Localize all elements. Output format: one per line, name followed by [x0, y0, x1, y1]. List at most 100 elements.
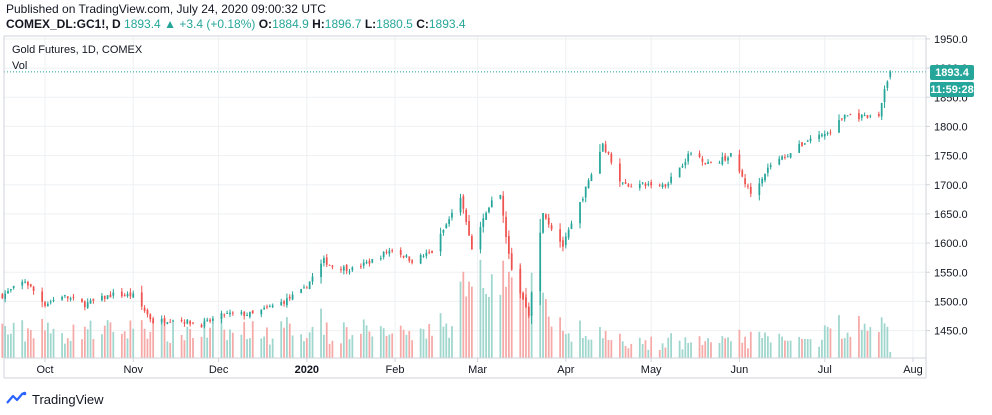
volume-bar: [192, 338, 194, 358]
volume-bar: [186, 326, 189, 358]
volume-bar: [840, 338, 843, 358]
volume-bar: [89, 320, 92, 358]
volume-bar: [584, 336, 587, 358]
volume-bar: [806, 338, 809, 358]
volume-bar: [738, 329, 741, 358]
volume-bar: [172, 322, 174, 358]
candle: [724, 152, 727, 162]
candle: [738, 149, 741, 174]
volume-bar: [132, 328, 135, 358]
volume-bar: [707, 338, 709, 358]
price-tick-label: 1750.0: [934, 151, 968, 163]
price-tag: 1893.4: [935, 67, 970, 79]
volume-bar: [704, 341, 707, 358]
candle: [331, 264, 334, 270]
volume-bar: [880, 317, 883, 358]
candle: [266, 304, 268, 310]
volume-bar: [485, 293, 487, 358]
time-tick-label: 2020: [295, 364, 319, 376]
volume-bar: [163, 319, 166, 358]
candle: [471, 234, 473, 250]
change-value: +3.4 (+0.18%): [179, 17, 256, 31]
candle: [687, 151, 690, 165]
volume-bar: [644, 340, 647, 358]
candle: [479, 221, 482, 254]
candle: [863, 112, 866, 117]
candle: [66, 296, 69, 302]
volume-bar: [744, 336, 746, 358]
volume-bar: [507, 271, 510, 358]
volume-bar: [402, 329, 405, 358]
candle: [747, 183, 749, 190]
volume-bar: [445, 323, 448, 358]
volume-bar: [320, 308, 322, 358]
volume-bar: [505, 286, 507, 358]
volume-bar: [29, 329, 32, 358]
volume-bar: [877, 332, 880, 358]
brand-footer[interactable]: TradingView: [6, 391, 104, 407]
volume-bar: [809, 339, 812, 358]
price-chart[interactable]: 1950.01900.01850.01800.01750.01700.01650…: [0, 34, 992, 384]
volume-bar: [288, 323, 291, 358]
volume-bar: [564, 334, 567, 358]
volume-bar: [579, 320, 581, 358]
volume-bar: [607, 340, 610, 358]
volume-bar: [4, 326, 7, 358]
candle: [328, 264, 331, 266]
candle: [209, 318, 211, 324]
volume-bar: [590, 339, 593, 358]
candle: [627, 183, 630, 188]
candle: [206, 317, 209, 322]
candle: [849, 113, 852, 116]
candle: [44, 300, 46, 308]
volume-bar: [442, 326, 445, 358]
volume-bar: [200, 336, 203, 358]
volume-bar: [798, 336, 801, 358]
volume-bar: [328, 343, 331, 358]
candle: [103, 295, 106, 302]
candle: [587, 178, 590, 189]
candle: [101, 293, 103, 302]
volume-bar: [721, 336, 724, 358]
volume-bar: [340, 343, 342, 358]
close-value: 1893.4: [428, 17, 466, 31]
time-axis[interactable]: Oct Nov Dec 2020 Feb Mar Apr May Jun Jul Aug: [36, 358, 923, 376]
volume-bar: [52, 328, 55, 358]
candle: [183, 319, 186, 327]
candle: [220, 310, 223, 324]
volume-bar: [323, 334, 325, 358]
candle: [468, 214, 470, 237]
candle: [664, 183, 667, 189]
volume-bar: [428, 324, 431, 358]
candle: [132, 290, 135, 299]
candle: [601, 142, 604, 152]
volume-bar: [231, 332, 234, 358]
volume-bar: [209, 327, 211, 358]
candle: [883, 85, 886, 108]
candle: [263, 305, 266, 310]
candle: [300, 288, 303, 294]
candle: [106, 295, 109, 300]
open-value: 1884.9: [272, 17, 309, 31]
candle: [690, 151, 692, 156]
volume-bar: [562, 330, 564, 358]
candle: [246, 312, 248, 317]
candle: [81, 298, 83, 303]
volume-bars: [1, 259, 892, 358]
volume-bar: [570, 341, 573, 358]
volume-bar: [718, 342, 721, 358]
volume-bar: [465, 296, 468, 358]
volume-bar: [471, 286, 473, 358]
candle: [809, 135, 812, 144]
candle: [12, 285, 15, 290]
candle: [465, 208, 468, 225]
candle: [382, 251, 385, 260]
candle: [129, 288, 132, 300]
time-tick-label: Aug: [903, 364, 923, 376]
volume-bar: [818, 346, 820, 358]
candle: [348, 268, 351, 275]
candle: [559, 223, 561, 248]
candle: [539, 218, 542, 306]
tradingview-logo-icon: [6, 391, 27, 404]
candle: [186, 319, 189, 325]
